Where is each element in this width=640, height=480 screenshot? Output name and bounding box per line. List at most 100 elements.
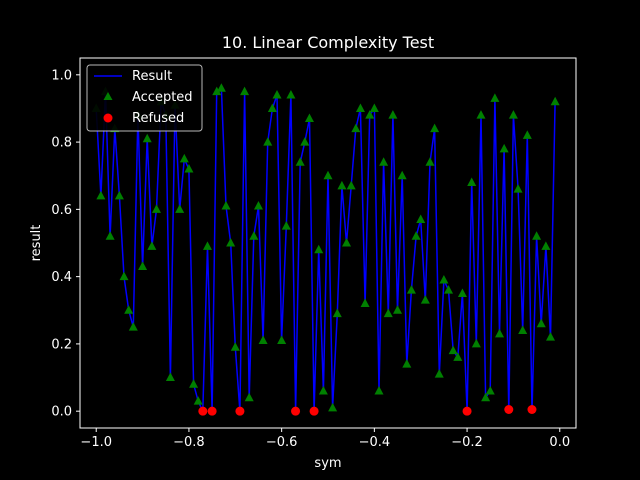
chart-title: 10. Linear Complexity Test: [222, 33, 434, 52]
accepted-point: [425, 157, 435, 166]
result-line: [95, 87, 556, 412]
legend-label-accepted: Accepted: [132, 90, 193, 105]
accepted-point: [518, 325, 528, 334]
accepted-point: [226, 238, 236, 247]
accepted-point: [267, 103, 277, 112]
accepted-point: [490, 93, 500, 102]
accepted-point: [244, 392, 254, 402]
legend-label-refused: Refused: [132, 111, 184, 126]
accepted-point: [351, 123, 361, 133]
refused-point: [309, 406, 319, 416]
accepted-point: [485, 386, 495, 395]
accepted-point: [124, 305, 134, 314]
accepted-point: [105, 231, 115, 240]
accepted-point: [379, 157, 389, 166]
accepted-point: [277, 335, 287, 345]
refused-point: [462, 406, 472, 416]
y-tick-label: 0.8: [51, 136, 72, 151]
accepted-point: [179, 153, 189, 163]
refused-point: [207, 406, 217, 416]
accepted-point: [388, 110, 398, 119]
accepted-point: [513, 184, 523, 193]
accepted-point: [374, 386, 384, 395]
y-ticks: 0.0 0.2 0.4 0.6 0.8 1.0: [51, 68, 80, 420]
accepted-point: [342, 238, 352, 247]
accepted-point: [550, 96, 560, 106]
accepted-point: [420, 295, 430, 304]
accepted-point: [212, 86, 222, 96]
accepted-point: [383, 308, 393, 318]
accepted-point: [444, 285, 454, 294]
x-tick-label: −0.6: [266, 435, 298, 450]
accepted-point: [281, 221, 291, 230]
accepted-point: [434, 369, 444, 378]
plot-area: [91, 83, 560, 416]
y-tick-label: 0.2: [51, 337, 72, 352]
accepted-point: [393, 305, 403, 314]
accepted-point: [253, 201, 263, 210]
x-tick-label: −0.8: [173, 435, 205, 450]
accepted-point: [184, 164, 194, 173]
y-tick-label: 0.6: [51, 203, 72, 218]
accepted-point: [323, 170, 333, 180]
y-tick-label: 0.4: [51, 270, 72, 285]
accepted-point: [221, 201, 231, 210]
accepted-point: [165, 372, 175, 382]
accepted-point: [304, 113, 314, 123]
accepted-point: [314, 244, 324, 254]
x-axis-label: sym: [314, 456, 341, 471]
accepted-point: [128, 322, 138, 331]
accepted-point: [439, 275, 449, 284]
accepted-point: [295, 157, 305, 166]
accepted-point: [471, 338, 481, 348]
y-tick-label: 0.0: [51, 405, 72, 420]
legend-triangle-marker: [103, 92, 113, 100]
accepted-point: [328, 402, 338, 412]
accepted-point: [402, 359, 412, 368]
accepted-point: [138, 261, 148, 271]
legend-circle-marker: [103, 113, 113, 123]
refused-point: [504, 405, 514, 414]
accepted-point: [360, 298, 370, 308]
x-tick-label: −0.4: [359, 435, 391, 450]
y-tick-label: 1.0: [51, 68, 72, 83]
accepted-point: [467, 177, 477, 186]
accepted-point: [175, 204, 185, 213]
refused-point: [235, 406, 245, 416]
accepted-point: [365, 110, 375, 119]
accepted-point: [332, 308, 342, 318]
accepted-point: [541, 241, 551, 250]
accepted-point: [300, 137, 310, 146]
x-tick-label: −0.2: [451, 435, 483, 450]
accepted-point: [96, 190, 106, 200]
axes-frame: [79, 57, 577, 429]
y-axis-label: result: [29, 225, 44, 262]
refused-point: [198, 406, 208, 416]
accepted-point: [397, 170, 407, 180]
legend-label-result: Result: [132, 69, 172, 84]
accepted-point: [240, 86, 250, 96]
accepted-point: [476, 110, 486, 119]
x-ticks: −1.0 −0.8 −0.6 −0.4 −0.2 0.0: [80, 428, 570, 450]
accepted-point: [258, 335, 268, 345]
accepted-point: [147, 241, 157, 250]
accepted-point: [481, 392, 491, 402]
accepted-point: [286, 90, 296, 99]
accepted-point: [193, 396, 203, 405]
accepted-point: [536, 318, 546, 328]
accepted-point: [216, 83, 226, 92]
refused-point: [291, 406, 301, 416]
accepted-point: [508, 110, 518, 119]
accepted-point: [532, 231, 542, 240]
accepted-point: [522, 130, 532, 139]
accepted-point: [546, 332, 556, 341]
accepted-point: [430, 123, 440, 133]
accepted-point: [202, 241, 212, 250]
accepted-point: [346, 180, 356, 190]
accepted-point: [114, 190, 124, 200]
accepted-point: [499, 143, 509, 153]
accepted-point: [119, 271, 129, 281]
accepted-point: [448, 345, 458, 355]
accepted-point: [230, 342, 240, 351]
